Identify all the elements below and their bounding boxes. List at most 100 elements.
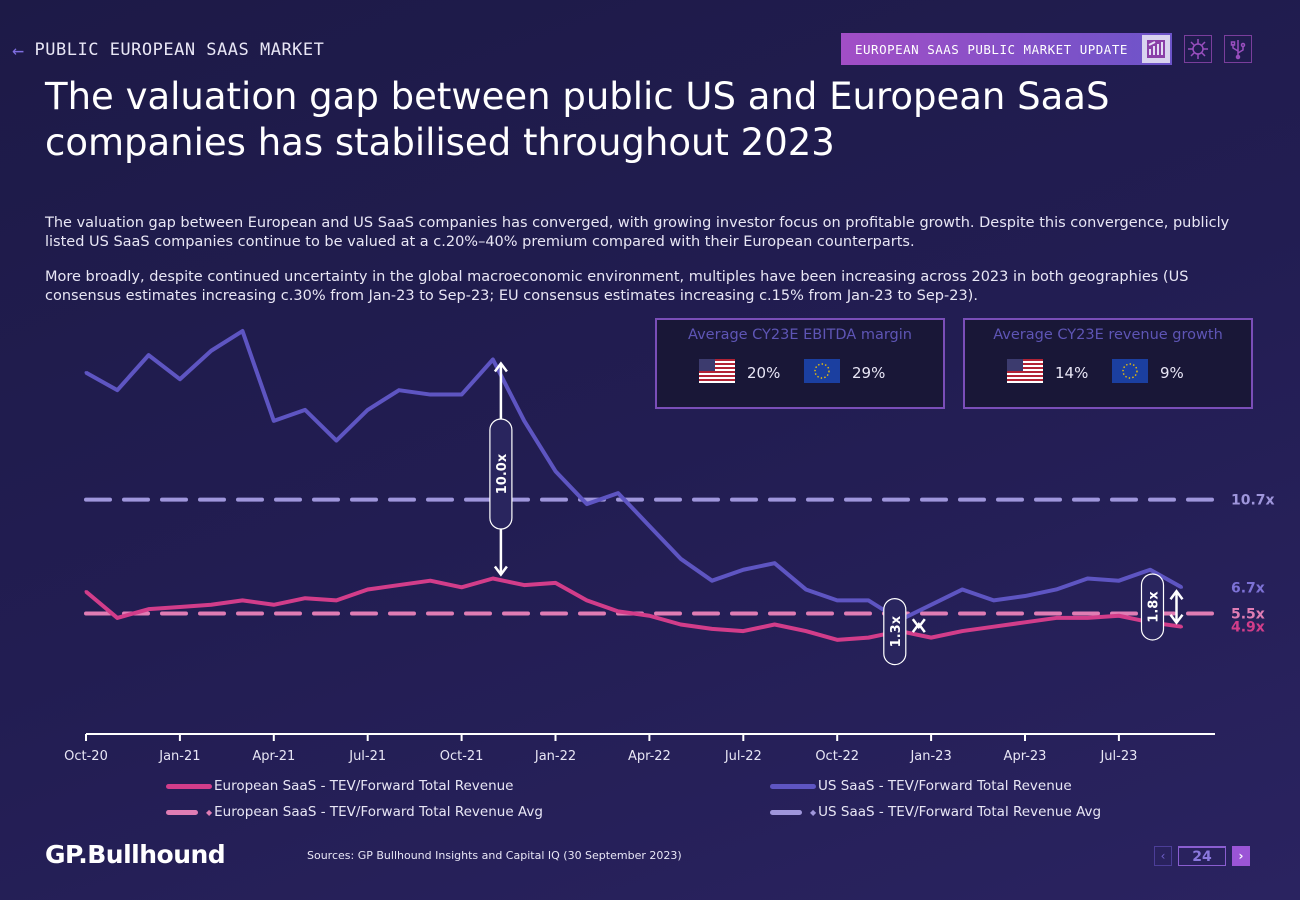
eu-data-point — [1023, 620, 1027, 624]
x-tick-label: Jul-23 — [1099, 749, 1137, 764]
eu-data-point — [303, 596, 307, 600]
us-data-point — [522, 419, 526, 423]
network-icon[interactable] — [1183, 35, 1212, 63]
us-data-point — [867, 598, 870, 602]
us-data-point — [147, 353, 151, 357]
us-data-point — [647, 524, 651, 528]
x-tick-label: Apr-22 — [628, 749, 671, 764]
eu-data-point — [272, 603, 276, 607]
eu-data-point — [741, 629, 745, 633]
us-data-point — [178, 377, 182, 381]
x-tick-label: Oct-20 — [64, 749, 108, 764]
us-data-point — [1023, 594, 1027, 598]
us-data-point — [992, 598, 996, 602]
eu-data-point — [397, 583, 401, 587]
us-data-point — [1054, 587, 1058, 591]
x-tick-label: Jul-21 — [348, 749, 386, 764]
section-badge[interactable]: EUROPEAN SAAS PUBLIC MARKET UPDATE — [841, 33, 1172, 65]
us-data-point — [460, 393, 464, 397]
us-data-point — [585, 502, 589, 506]
legend-us-avg: ◆ US SaaS - TEV/Forward Total Revenue Av… — [770, 804, 1101, 820]
us-data-point — [115, 388, 119, 392]
legend-swatch — [166, 783, 212, 789]
arrow-left-icon: ← — [12, 38, 25, 62]
eu-data-point — [366, 587, 370, 591]
us-data-point — [303, 408, 307, 412]
legend-label: US SaaS - TEV/Forward Total Revenue Avg — [818, 804, 1102, 820]
kpi-ebitda-margin: Average CY23E EBITDA margin 20% 29% — [655, 318, 945, 409]
us-data-point — [679, 557, 683, 561]
eu-data-point — [460, 585, 464, 589]
x-tick-label: Oct-21 — [440, 749, 484, 764]
x-tick-label: Jul-22 — [724, 749, 762, 764]
eu-data-point — [679, 623, 683, 626]
us-data-point — [554, 469, 557, 473]
us-data-point — [84, 371, 88, 375]
us-data-point — [491, 358, 495, 362]
eu-data-point — [585, 598, 589, 602]
us-data-point — [960, 587, 964, 591]
eu-data-point — [84, 590, 88, 594]
logo: GP.Bullhound — [45, 840, 226, 869]
source-note: Sources: GP Bullhound Insights and Capit… — [307, 849, 682, 862]
us-data-point — [428, 393, 432, 397]
eu-data-point — [1086, 616, 1090, 620]
eu-data-point — [929, 636, 933, 640]
eu-flag-icon — [1112, 359, 1148, 387]
legend-eu-avg: ◆ European SaaS - TEV/Forward Total Reve… — [166, 804, 543, 820]
kpi-revenue-growth: Average CY23E revenue growth 14% 9% — [963, 318, 1253, 409]
section-badge-label: EUROPEAN SAAS PUBLIC MARKET UPDATE — [855, 41, 1128, 57]
us-data-point — [929, 603, 933, 607]
eu-data-point — [710, 627, 714, 631]
x-tick-label: Apr-23 — [1004, 749, 1047, 764]
top-nav: EUROPEAN SAAS PUBLIC MARKET UPDATE — [841, 33, 1252, 65]
page-title: The valuation gap between public US and … — [45, 75, 1110, 164]
eu-data-point — [616, 609, 620, 613]
legend-swatch — [770, 809, 802, 815]
us-data-point — [241, 329, 244, 333]
eu-data-point — [334, 598, 338, 602]
prev-page-button[interactable]: ‹ — [1154, 846, 1172, 866]
us-data-point — [397, 388, 401, 392]
eu-data-point — [835, 638, 839, 642]
eu-data-point — [773, 623, 777, 626]
eu-data-point — [428, 579, 432, 583]
us-data-point — [741, 568, 745, 572]
pager: ‹ 24 › — [1154, 846, 1250, 866]
us-flag-icon — [699, 359, 735, 387]
back-label: PUBLIC EUROPEAN SAAS MARKET — [34, 40, 325, 60]
usb-icon[interactable] — [1223, 35, 1252, 63]
us-data-point — [272, 419, 276, 423]
eu-data-point — [1180, 625, 1183, 629]
us-data-point — [835, 598, 839, 602]
next-page-button[interactable]: › — [1232, 846, 1250, 866]
back-link[interactable]: ← PUBLIC EUROPEAN SAAS MARKET — [12, 38, 324, 62]
arrow-head-icon — [1169, 589, 1184, 625]
us-series-line — [85, 329, 1183, 623]
us-data-point — [1180, 585, 1183, 589]
eu-value: 29% — [852, 364, 886, 382]
x-tick-label: Jan-23 — [909, 749, 951, 764]
page-number: 24 — [1178, 846, 1226, 866]
eu-data-point — [647, 614, 651, 618]
eu-data-point — [960, 629, 964, 633]
eu-data-point — [522, 583, 526, 587]
bar-chart-icon[interactable] — [1141, 35, 1170, 63]
eu-data-point — [1054, 616, 1058, 620]
x-tick-label: Oct-22 — [815, 749, 859, 764]
paragraph-1: The valuation gap between European and U… — [45, 215, 1230, 250]
kpi-title: Average CY23E EBITDA margin — [688, 327, 912, 343]
gap-label: 1.8x — [1147, 591, 1162, 623]
eu-data-point — [147, 607, 151, 611]
legend-swatch — [166, 809, 198, 815]
legend-swatch — [770, 783, 816, 789]
eu-data-point — [1117, 614, 1121, 618]
us-data-point — [1117, 579, 1121, 583]
eu-data-point — [178, 605, 182, 609]
eu-average-label: 5.5x — [1231, 607, 1265, 623]
us-data-point — [1086, 577, 1090, 581]
eu-data-point — [115, 616, 119, 620]
legend-eu: European SaaS - TEV/Forward Total Revenu… — [166, 778, 514, 794]
gap-label: 1.3x — [889, 615, 904, 647]
